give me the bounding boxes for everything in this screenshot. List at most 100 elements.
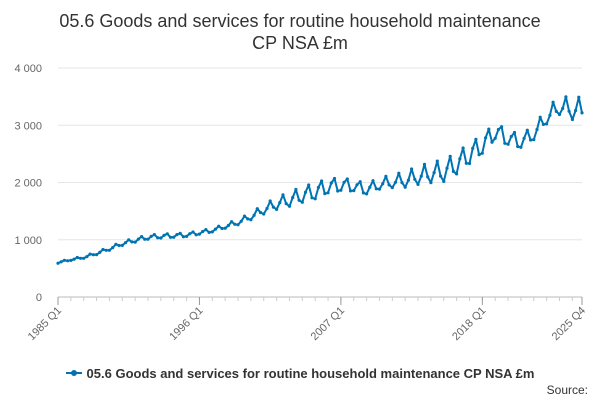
data-point[interactable] — [419, 174, 423, 178]
data-point[interactable] — [101, 247, 105, 252]
data-point[interactable] — [104, 248, 108, 252]
data-point[interactable] — [477, 153, 481, 157]
data-point[interactable] — [98, 250, 102, 254]
data-point[interactable] — [85, 255, 89, 259]
data-point[interactable] — [358, 180, 362, 184]
data-point[interactable] — [541, 122, 546, 126]
data-point[interactable] — [529, 138, 533, 142]
data-point[interactable] — [201, 229, 205, 234]
data-point[interactable] — [551, 100, 555, 104]
data-point[interactable] — [516, 144, 520, 149]
data-point[interactable] — [442, 179, 446, 183]
data-point[interactable] — [117, 243, 121, 248]
data-point[interactable] — [381, 182, 385, 186]
data-point[interactable] — [484, 136, 488, 140]
data-point[interactable] — [127, 238, 131, 242]
data-point[interactable] — [355, 183, 359, 187]
data-point[interactable] — [339, 188, 343, 192]
data-point[interactable] — [75, 255, 79, 260]
data-point[interactable] — [210, 230, 214, 234]
data-point[interactable] — [204, 228, 208, 232]
data-point[interactable] — [213, 227, 218, 231]
data-point[interactable] — [448, 154, 452, 158]
data-point[interactable] — [217, 224, 221, 228]
data-point[interactable] — [413, 177, 417, 181]
data-point[interactable] — [416, 182, 420, 186]
data-point[interactable] — [284, 202, 288, 206]
data-point[interactable] — [474, 137, 478, 141]
series-line[interactable] — [57, 95, 583, 265]
data-point[interactable] — [464, 161, 468, 165]
data-point[interactable] — [268, 199, 272, 203]
data-point[interactable] — [300, 200, 304, 204]
data-point[interactable] — [123, 241, 128, 245]
data-point[interactable] — [242, 214, 247, 218]
data-point[interactable] — [432, 171, 436, 175]
data-point[interactable] — [522, 136, 526, 140]
data-point[interactable] — [310, 196, 314, 200]
data-point[interactable] — [519, 145, 523, 149]
data-point[interactable] — [78, 256, 83, 260]
data-point[interactable] — [323, 192, 327, 196]
data-point[interactable] — [487, 127, 491, 131]
data-point[interactable] — [445, 166, 449, 170]
data-point[interactable] — [230, 220, 234, 224]
data-point[interactable] — [384, 174, 388, 178]
data-point[interactable] — [496, 127, 500, 132]
data-point[interactable] — [509, 134, 513, 139]
data-point[interactable] — [62, 258, 66, 262]
data-point[interactable] — [577, 95, 581, 99]
data-point[interactable] — [120, 243, 124, 247]
data-point[interactable] — [133, 240, 137, 244]
data-point[interactable] — [570, 117, 575, 122]
data-point[interactable] — [197, 232, 201, 236]
data-point[interactable] — [220, 226, 224, 231]
data-point[interactable] — [336, 189, 340, 193]
data-point[interactable] — [91, 253, 95, 257]
data-point[interactable] — [156, 236, 160, 240]
data-point[interactable] — [111, 246, 115, 250]
data-point[interactable] — [271, 205, 275, 209]
data-point[interactable] — [561, 106, 565, 110]
data-point[interactable] — [400, 181, 404, 185]
data-point[interactable] — [294, 187, 298, 192]
data-point[interactable] — [564, 95, 568, 99]
data-point[interactable] — [557, 112, 562, 117]
data-point[interactable] — [342, 180, 346, 184]
data-point[interactable] — [188, 232, 192, 236]
data-point[interactable] — [397, 171, 401, 175]
data-point[interactable] — [426, 175, 430, 179]
data-point[interactable] — [249, 218, 253, 222]
data-point[interactable] — [503, 141, 507, 145]
data-point[interactable] — [361, 191, 365, 195]
data-point[interactable] — [175, 233, 179, 237]
data-point[interactable] — [393, 180, 398, 184]
data-point[interactable] — [390, 186, 394, 190]
data-point[interactable] — [348, 189, 353, 193]
data-point[interactable] — [535, 127, 539, 132]
data-point[interactable] — [493, 136, 497, 140]
data-point[interactable] — [326, 191, 330, 195]
data-point[interactable] — [226, 223, 230, 228]
data-point[interactable] — [130, 240, 134, 244]
data-point[interactable] — [69, 258, 73, 262]
data-point[interactable] — [313, 197, 317, 201]
data-point[interactable] — [236, 223, 240, 227]
data-point[interactable] — [525, 128, 529, 132]
data-point[interactable] — [490, 140, 494, 144]
data-point[interactable] — [168, 235, 173, 239]
data-point[interactable] — [114, 242, 118, 246]
data-point[interactable] — [239, 219, 243, 223]
data-point[interactable] — [275, 207, 279, 211]
data-point[interactable] — [107, 248, 111, 252]
data-point[interactable] — [178, 231, 182, 235]
data-point[interactable] — [152, 233, 156, 237]
data-point[interactable] — [451, 169, 455, 173]
data-point[interactable] — [265, 206, 269, 211]
data-point[interactable] — [574, 108, 578, 113]
data-point[interactable] — [467, 161, 472, 166]
legend-item[interactable]: 05.6 Goods and services for routine hous… — [65, 366, 534, 381]
data-point[interactable] — [136, 237, 140, 241]
data-point[interactable] — [258, 210, 263, 215]
data-point[interactable] — [56, 261, 60, 265]
